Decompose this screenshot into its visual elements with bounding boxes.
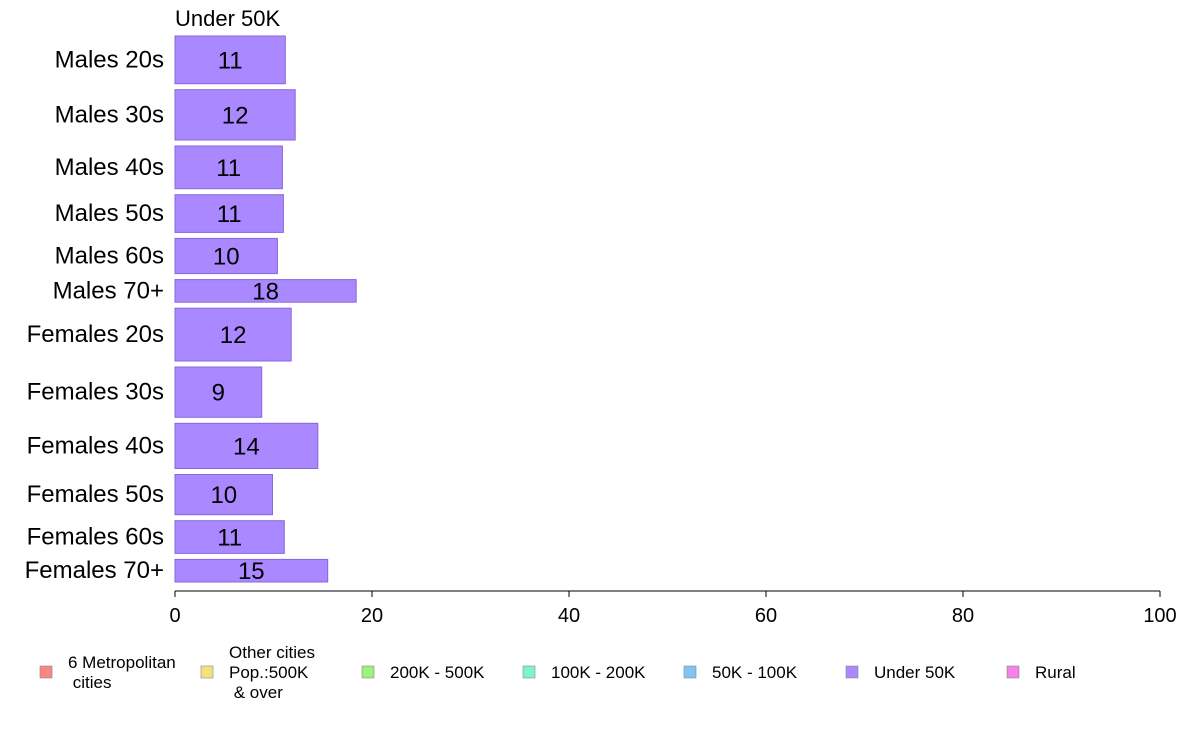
x-tick-label: 80 [952, 605, 974, 627]
category-label: Males 30s [55, 101, 164, 128]
panel-title: Under 50K [175, 6, 281, 31]
legend-swatch [522, 665, 536, 679]
category-label: Males 70+ [53, 277, 164, 304]
legend-label: Rural [1035, 663, 1076, 682]
category-label: Females 30s [27, 379, 164, 406]
x-tick-label: 60 [755, 605, 777, 627]
category-label: Males 20s [55, 46, 164, 73]
bar [174, 279, 357, 303]
legend-label: Other cities Pop.:500K & over [229, 643, 315, 702]
bar-value-label: 15 [238, 558, 265, 585]
category-label: Females 40s [27, 432, 164, 459]
x-tick-label: 20 [361, 605, 383, 627]
bar-value-label: 14 [233, 433, 260, 460]
x-tick-label: 0 [169, 605, 180, 627]
bar-value-label: 10 [210, 482, 237, 509]
bar-value-label: 11 [217, 201, 242, 228]
bar [174, 35, 286, 85]
bar [174, 89, 296, 141]
x-tick-label: 40 [558, 605, 580, 627]
legend-swatch [683, 665, 697, 679]
category-label: Males 50s [55, 200, 164, 227]
legend-swatch [845, 665, 859, 679]
legend-label: 200K - 500K [390, 663, 485, 682]
bar [174, 520, 285, 554]
legend-label: 6 Metropolitan cities [68, 653, 176, 692]
bar [174, 307, 292, 362]
bar-value-label: 10 [213, 244, 240, 271]
bar [174, 422, 319, 469]
legend-swatch [361, 665, 375, 679]
legend-swatch [39, 665, 53, 679]
category-label: Males 40s [55, 154, 164, 181]
legend-label: 100K - 200K [551, 663, 646, 682]
bar-value-label: 11 [216, 155, 241, 182]
bar [174, 474, 273, 516]
bar [174, 366, 263, 418]
category-label: Females 20s [27, 321, 164, 348]
category-label: Females 70+ [25, 557, 164, 584]
x-axis: 0 20 40 60 80 100 [169, 590, 1177, 627]
bar [174, 237, 278, 275]
x-tick-label: 100 [1143, 605, 1176, 627]
bar [174, 194, 284, 233]
category-label: Males 60s [55, 243, 164, 270]
legend-swatch [200, 665, 214, 679]
category-label: Females 50s [27, 481, 164, 508]
legend-label: 50K - 100K [712, 663, 798, 682]
legend-label: Under 50K [874, 663, 956, 682]
bar-value-label: 11 [217, 525, 242, 552]
bar-value-label: 18 [252, 278, 279, 305]
bar-value-label: 12 [222, 102, 249, 129]
bar-value-label: 9 [212, 380, 225, 407]
bars-group: Males 20s 11 Males 30s 12 Males 40s 11 Males 5… [25, 35, 357, 585]
bar [174, 558, 329, 583]
bar [174, 145, 283, 190]
legend: 6 Metropolitan cities Other cities Pop.:50… [39, 643, 1076, 702]
bar-value-label: 11 [218, 47, 243, 74]
legend-swatch [1006, 665, 1020, 679]
category-label: Females 60s [27, 524, 164, 551]
bar-value-label: 12 [220, 322, 247, 349]
